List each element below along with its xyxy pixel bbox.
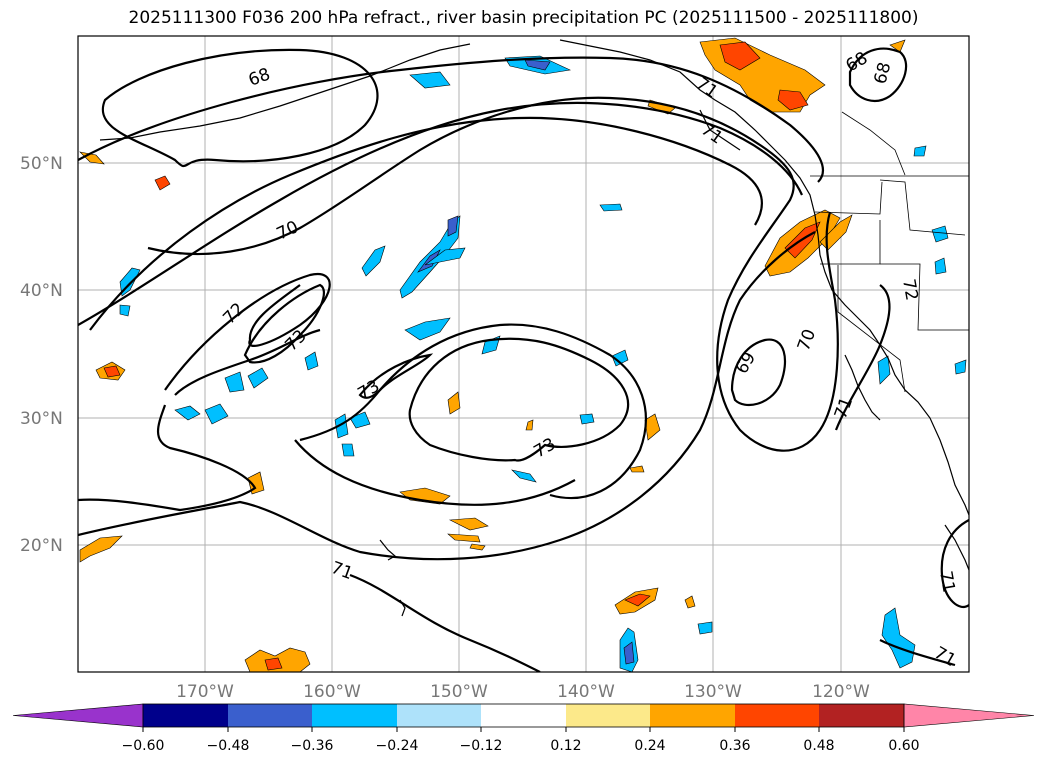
lat-label: 30°N [20, 409, 63, 429]
coastlines [99, 39, 969, 617]
lon-label: 170°W [176, 682, 234, 702]
colorbar: −0.60 −0.48 −0.36 −0.24 −0.12 0.12 0.24 … [12, 703, 1035, 754]
lat-label: 20°N [20, 536, 63, 556]
colorbar-tick-label: 0.24 [634, 738, 665, 754]
precip-shading [79, 37, 967, 672]
map-title: 2025111300 F036 200 hPa refract., river … [128, 8, 919, 28]
graticule [78, 36, 969, 672]
colorbar-tick-label: 0.60 [888, 738, 919, 754]
colorbar-swatch [228, 704, 312, 727]
contour-label: 71 [935, 569, 958, 594]
map-frame [77, 35, 970, 673]
colorbar-swatch [735, 704, 819, 727]
map-panel [78, 36, 969, 672]
colorbar-swatch [143, 704, 228, 727]
lon-label: 140°W [557, 682, 615, 702]
lon-label: 120°W [812, 682, 870, 702]
state-borders [810, 111, 969, 393]
lat-labels: 50°N 40°N 30°N 20°N [20, 154, 63, 556]
colorbar-tick-label: −0.60 [122, 738, 165, 754]
colorbar-swatch [650, 704, 735, 727]
lon-label: 130°W [684, 682, 742, 702]
colorbar-swatch [481, 704, 566, 727]
colorbar-tick-label: −0.36 [291, 738, 334, 754]
lat-label: 40°N [20, 281, 63, 301]
colorbar-swatch [312, 704, 397, 727]
colorbar-swatch [397, 704, 481, 727]
colorbar-tick-label: −0.12 [460, 738, 503, 754]
colorbar-tick-label: 0.48 [803, 738, 834, 754]
refractivity-contours [78, 47, 969, 672]
colorbar-swatch [566, 704, 650, 727]
colorbar-extend-min [12, 703, 144, 728]
lat-label: 50°N [20, 154, 63, 174]
colorbar-swatch [819, 704, 904, 727]
lon-labels: 170°W 160°W 150°W 140°W 130°W 120°W [176, 682, 870, 702]
colorbar-tick-label: 0.12 [550, 738, 581, 754]
contour-label: 72 [898, 277, 921, 302]
lon-label: 150°W [430, 682, 488, 702]
colorbar-tick-label: −0.48 [207, 738, 250, 754]
colorbar-tick-label: 0.36 [719, 738, 750, 754]
colorbar-tick-label: −0.24 [376, 738, 419, 754]
lon-label: 160°W [303, 682, 361, 702]
colorbar-extend-max [903, 703, 1035, 728]
